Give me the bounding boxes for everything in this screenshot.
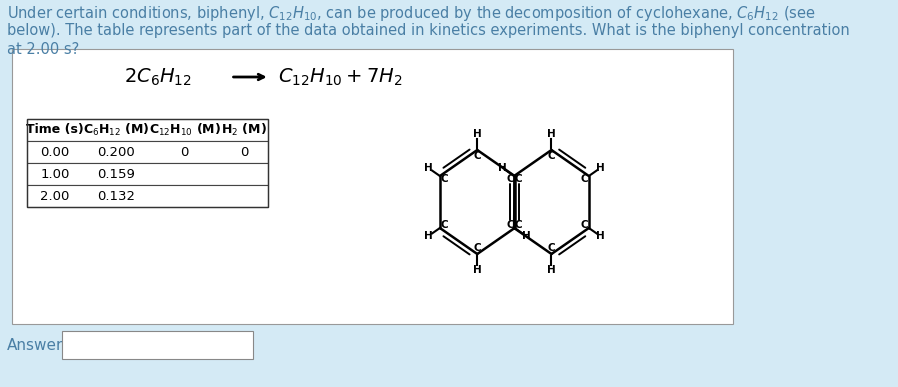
- Text: 0.159: 0.159: [97, 168, 135, 180]
- Text: H: H: [473, 129, 481, 139]
- Text: H: H: [547, 265, 556, 275]
- Text: $C_{12}H_{10} + 7H_2$: $C_{12}H_{10} + 7H_2$: [277, 66, 402, 87]
- Text: 0.132: 0.132: [97, 190, 135, 202]
- Text: $2C_6H_{12}$: $2C_6H_{12}$: [125, 66, 192, 87]
- Text: 0: 0: [180, 146, 189, 159]
- Text: H: H: [498, 163, 507, 173]
- Text: H: H: [424, 163, 433, 173]
- Text: C: C: [473, 243, 481, 253]
- Bar: [27, 119, 268, 207]
- Bar: [62, 331, 253, 359]
- Text: 0: 0: [240, 146, 248, 159]
- Text: C: C: [473, 151, 481, 161]
- Text: at 2.00 s?: at 2.00 s?: [6, 42, 79, 57]
- Text: C: C: [515, 174, 523, 184]
- Text: below). The table represents part of the data obtained in kinetics experiments. : below). The table represents part of the…: [6, 23, 850, 38]
- Text: Time (s): Time (s): [26, 123, 84, 137]
- Text: C: C: [548, 151, 555, 161]
- Bar: [27, 141, 268, 163]
- Text: C: C: [581, 174, 588, 184]
- Text: C: C: [548, 243, 555, 253]
- Text: H: H: [522, 231, 531, 241]
- Text: 1.00: 1.00: [40, 168, 69, 180]
- Text: H: H: [547, 129, 556, 139]
- Text: 0.200: 0.200: [97, 146, 135, 159]
- Text: C: C: [581, 220, 588, 230]
- Text: H: H: [596, 231, 604, 241]
- Bar: [12, 49, 734, 324]
- Text: H$_2$ (M): H$_2$ (M): [221, 122, 267, 138]
- Text: C$_6$H$_{12}$ (M): C$_6$H$_{12}$ (M): [83, 122, 149, 138]
- Text: H: H: [424, 231, 433, 241]
- Text: Answer:: Answer:: [6, 337, 68, 353]
- Text: C$_{12}$H$_{10}$ (M): C$_{12}$H$_{10}$ (M): [148, 122, 221, 138]
- Text: H: H: [473, 265, 481, 275]
- Text: C: C: [440, 220, 448, 230]
- Text: C: C: [440, 174, 448, 184]
- Text: C: C: [506, 174, 515, 184]
- Text: Under certain conditions, biphenyl, $C_{12}H_{10}$, can be produced by the decom: Under certain conditions, biphenyl, $C_{…: [6, 4, 815, 23]
- Text: 0.00: 0.00: [40, 146, 69, 159]
- Text: C: C: [515, 220, 523, 230]
- Text: C: C: [506, 220, 515, 230]
- Text: 2.00: 2.00: [40, 190, 69, 202]
- Bar: [27, 119, 268, 141]
- Bar: [27, 185, 268, 207]
- Bar: [27, 163, 268, 185]
- Text: H: H: [596, 163, 604, 173]
